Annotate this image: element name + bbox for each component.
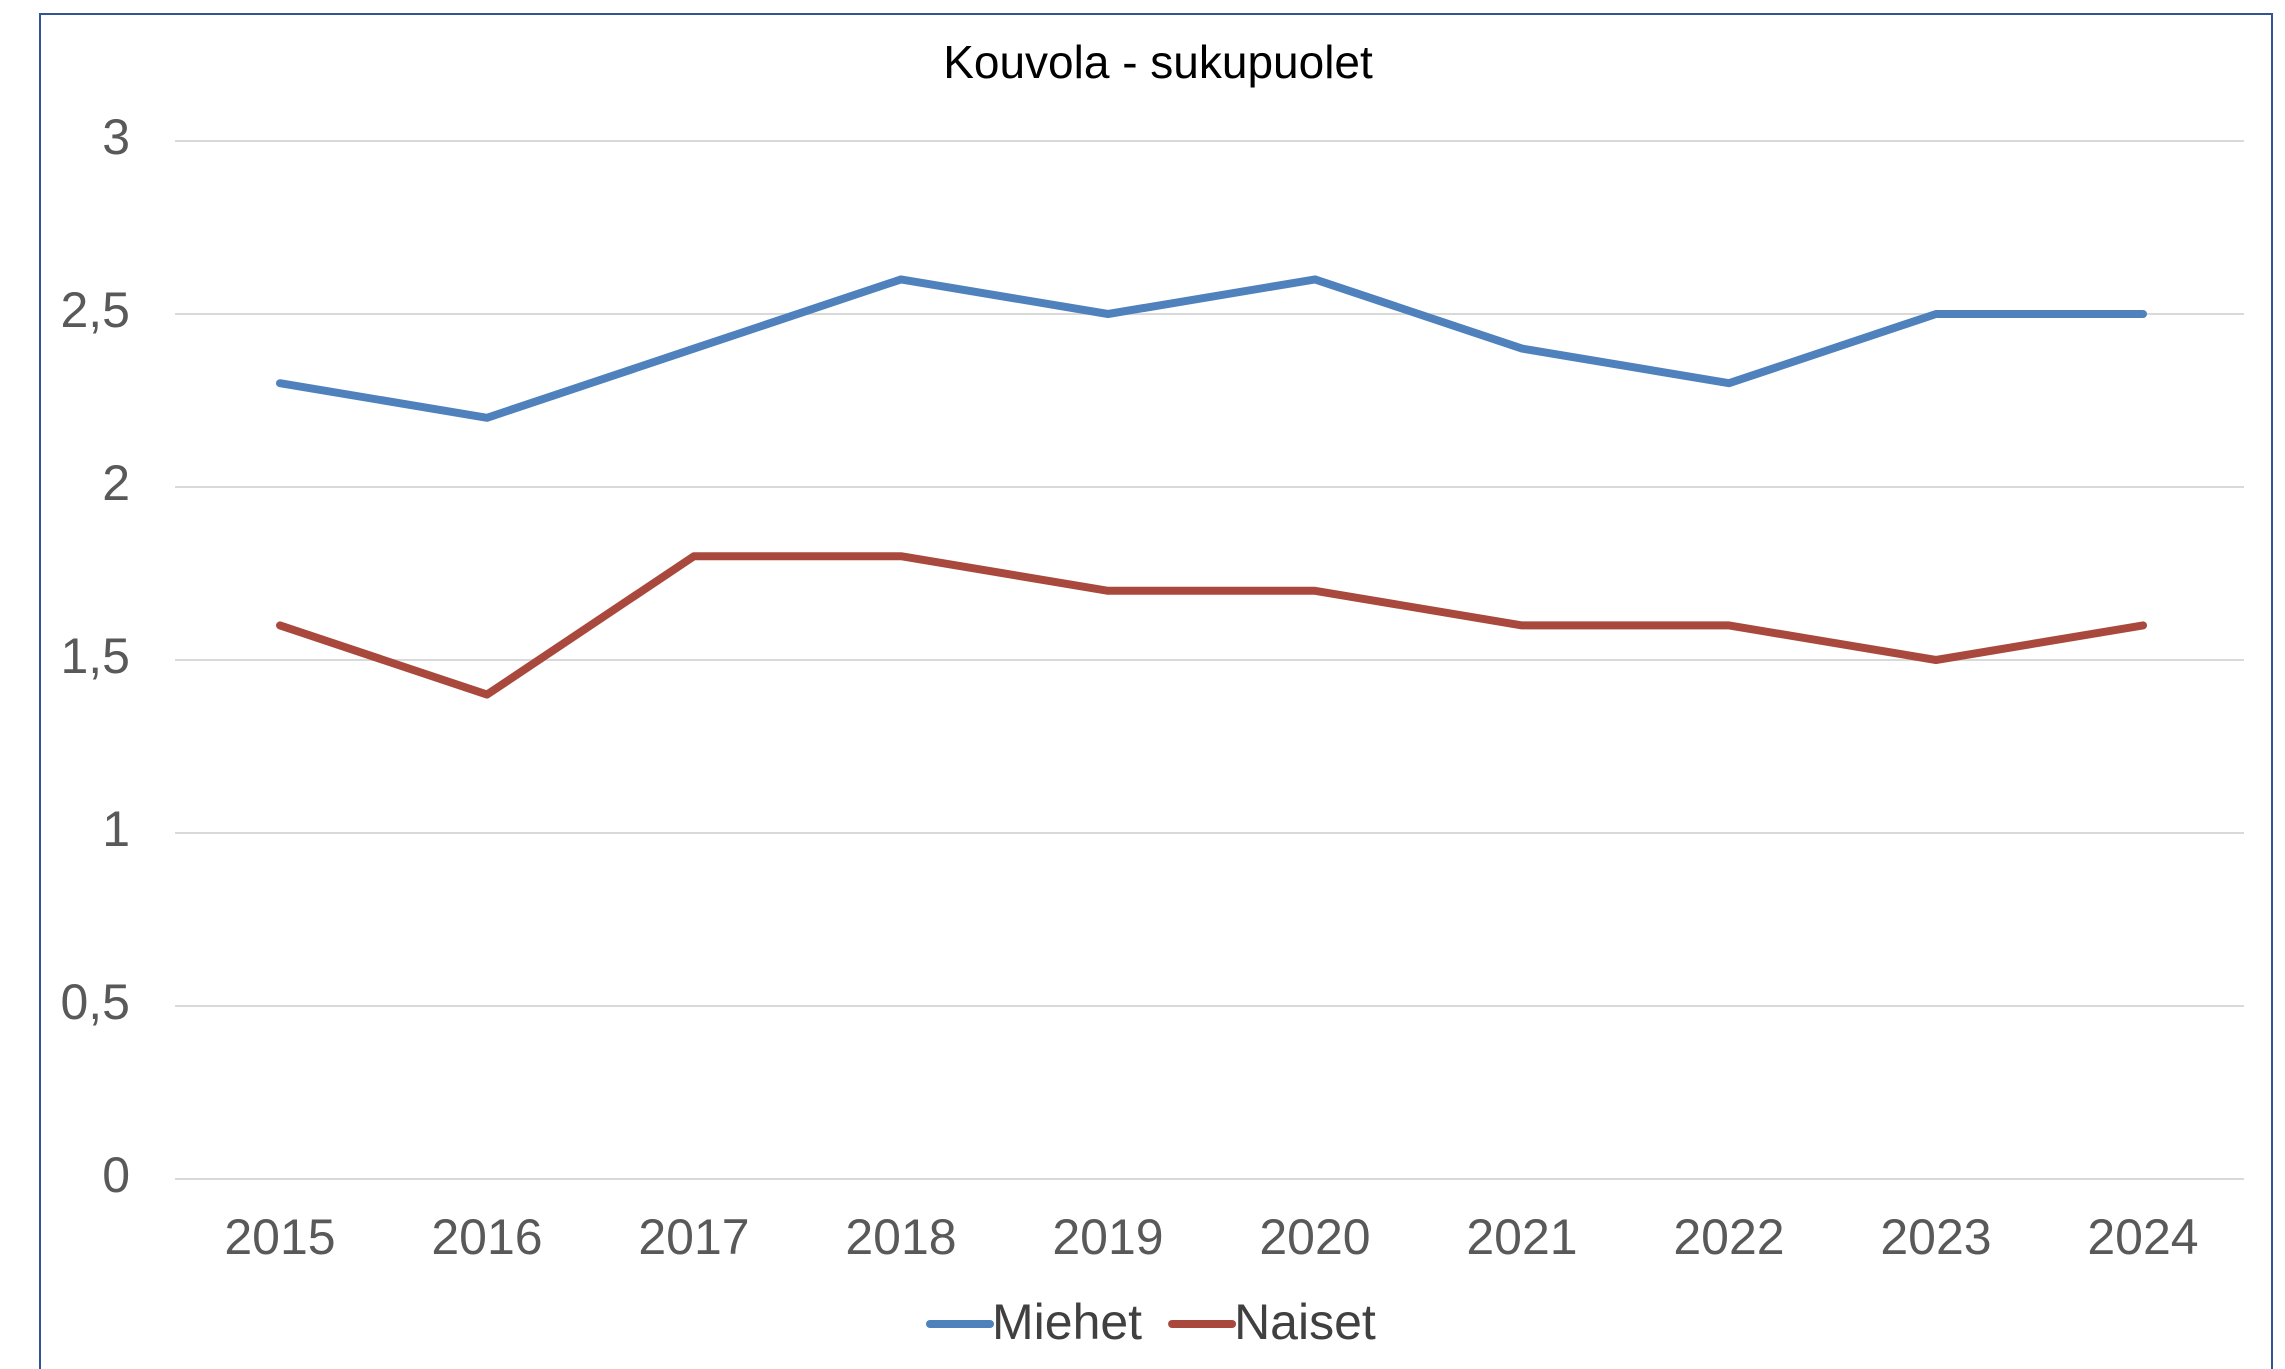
legend-label: Miehet (992, 1294, 1142, 1350)
x-tick-label: 2018 (845, 1209, 956, 1265)
x-tick-label: 2019 (1052, 1209, 1163, 1265)
x-tick-label: 2021 (1466, 1209, 1577, 1265)
y-tick-label: 1 (102, 801, 130, 857)
y-tick-label: 2 (102, 455, 130, 511)
y-tick-label: 1,5 (60, 628, 130, 684)
data-line (276, 275, 2147, 422)
y-tick-label: 3 (102, 109, 130, 165)
x-tick-label: 2016 (431, 1209, 542, 1265)
x-tick-label: 2022 (1673, 1209, 1784, 1265)
x-tick-label: 2024 (2087, 1209, 2198, 1265)
legend-label: Naiset (1234, 1294, 1376, 1350)
x-tick-label: 2017 (638, 1209, 749, 1265)
chart-border (39, 13, 2273, 1369)
data-line (276, 552, 2147, 699)
chart-title: Kouvola - sukupuolet (943, 36, 1373, 88)
x-tick-label: 2020 (1259, 1209, 1370, 1265)
x-tick-label: 2023 (1880, 1209, 1991, 1265)
y-tick-label: 0,5 (60, 974, 130, 1030)
y-tick-label: 2,5 (60, 282, 130, 338)
y-tick-label: 0 (102, 1147, 130, 1203)
x-tick-label: 2015 (224, 1209, 335, 1265)
